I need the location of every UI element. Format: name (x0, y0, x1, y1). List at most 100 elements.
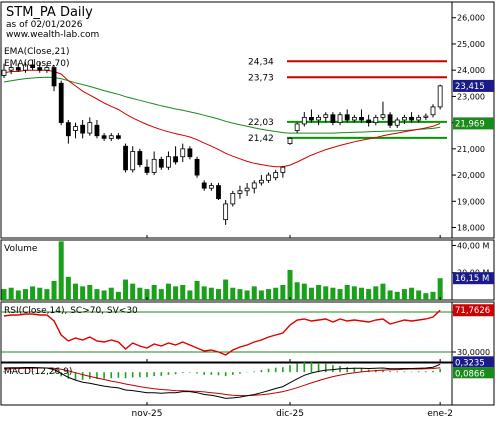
candle (87, 117, 93, 136)
volume-bar (316, 285, 322, 300)
level-label: 23,73 (248, 73, 274, 83)
candle (437, 84, 443, 110)
price-tick-label: 19,000 (457, 197, 485, 206)
volume-bar (344, 285, 350, 300)
volume-bar (237, 289, 243, 300)
ema70-line (3, 76, 441, 134)
candle-body (101, 135, 107, 139)
candle (8, 63, 14, 75)
volume-bar (359, 287, 364, 300)
candle (216, 182, 221, 200)
rsi-title: RSI(Close,14), SC>70, SV<30 (4, 306, 138, 316)
candle-body (366, 119, 372, 124)
candle-body (1, 69, 7, 76)
volume-bar (30, 286, 36, 300)
candle (351, 114, 357, 123)
volume-bar (258, 290, 264, 300)
volume-value-label: 16,15 M (455, 274, 489, 284)
chart-title: STM_PA Daily (6, 5, 93, 20)
rsi-line (3, 309, 441, 356)
volume-bar (337, 289, 343, 300)
volume-bar (101, 290, 107, 300)
volume-bar (65, 276, 71, 300)
candle-body (258, 179, 264, 184)
candle-body (44, 67, 50, 71)
volume-bar (394, 291, 400, 300)
candle-body (23, 64, 28, 71)
candle (180, 143, 186, 162)
candle-body (244, 187, 250, 192)
volume-bar (51, 280, 57, 300)
candle (387, 112, 393, 128)
candle (94, 120, 100, 139)
volume-bar (423, 293, 429, 300)
candle-body (401, 116, 407, 121)
candle-body (323, 114, 329, 118)
volume-bar (373, 286, 379, 300)
rsi-value-tag (453, 304, 494, 317)
price-tick-label: 21,000 (457, 145, 485, 154)
x-tick-label: ene-2 (427, 409, 453, 419)
candle (44, 64, 50, 73)
volume-bar (73, 283, 78, 300)
candle (409, 112, 414, 123)
candle-body (108, 135, 114, 139)
candle-body (51, 67, 57, 87)
candle (151, 151, 157, 176)
chart-site: www.wealth-lab.com (6, 30, 99, 40)
candle (230, 190, 236, 207)
candle-body (116, 135, 121, 139)
candle (366, 114, 372, 127)
candle (309, 109, 314, 123)
macd-signal-line (3, 367, 441, 397)
candle (116, 133, 121, 140)
volume-bar (94, 289, 100, 300)
candle (237, 185, 243, 199)
candle (208, 182, 214, 191)
candle-body (94, 124, 100, 137)
ema-value-tag (453, 117, 494, 130)
volume-bar (151, 285, 157, 300)
price-tick-label: 20,000 (457, 171, 485, 180)
volume-bar (87, 285, 93, 300)
candle-body (180, 148, 186, 158)
volume-bar (416, 290, 422, 300)
candle-body (273, 172, 279, 179)
candle-body (8, 67, 14, 71)
ema21-line (3, 69, 441, 168)
candle-body (423, 115, 429, 118)
level-label: 24,34 (248, 57, 274, 67)
candle-body (409, 116, 414, 121)
candle-body (344, 114, 350, 121)
macd-value-label: 0,3235 (455, 358, 485, 368)
candle-body (230, 193, 236, 205)
candle-body (359, 116, 364, 121)
rsi-value-label: 71,7626 (455, 306, 490, 316)
candle (258, 175, 264, 186)
candle (280, 165, 286, 178)
volume-bar (80, 286, 86, 300)
candle (30, 59, 36, 71)
candle (273, 169, 279, 181)
candle-body (123, 145, 128, 171)
candle (201, 180, 207, 191)
price-tick-label: 25,000 (457, 40, 485, 49)
x-axis: nov-25 dic-25 ene-2 (132, 235, 453, 419)
volume-bar (158, 289, 164, 300)
last-price-label: 23,415 (455, 82, 485, 92)
volume-bar (223, 279, 229, 300)
candle (65, 120, 71, 144)
volume-bar (323, 286, 329, 300)
volume-bar (1, 289, 7, 300)
candle (394, 117, 400, 128)
volume-bar (44, 289, 50, 300)
price-tick-label: 24,000 (457, 66, 485, 75)
volume-bar (301, 283, 307, 300)
candle (316, 114, 322, 126)
x-tick-label: nov-25 (132, 409, 163, 419)
price-tick-label: 23,000 (457, 92, 485, 101)
volume-bar (165, 283, 171, 300)
macd-title: MACD(12,26,9) (4, 367, 72, 377)
candle (330, 112, 336, 126)
price-panel: 18,00019,00020,00021,00022,00023,00024,0… (1, 14, 494, 233)
